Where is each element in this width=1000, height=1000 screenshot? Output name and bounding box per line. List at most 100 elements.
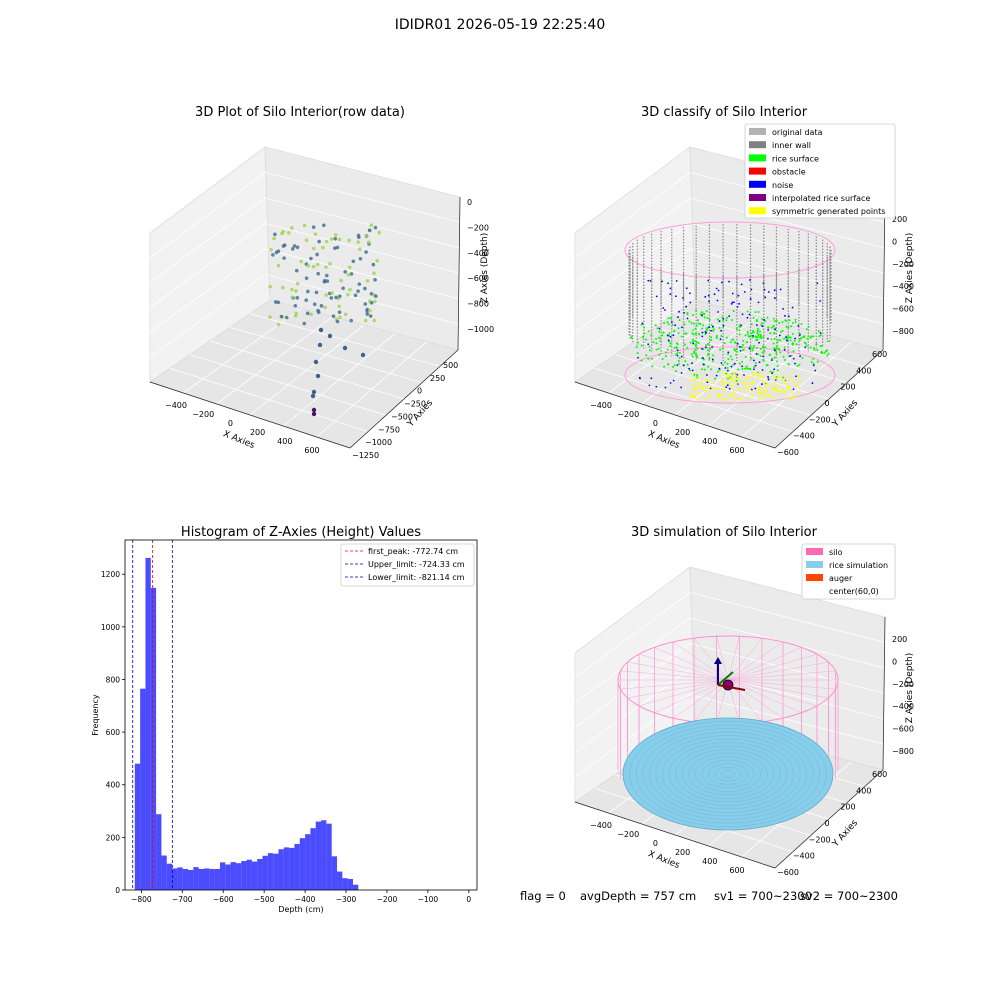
rice-surface-point xyxy=(708,357,711,360)
noise-point xyxy=(676,354,679,357)
rice-surface-point xyxy=(686,346,689,349)
raw-point xyxy=(328,261,332,266)
z-tick-label: −200 xyxy=(892,680,914,689)
x-tick-label: −200 xyxy=(192,410,214,419)
noise-point xyxy=(688,367,690,370)
footer-sv1: sv1 = 700~2300 xyxy=(714,889,812,903)
symmetric-point xyxy=(692,394,695,397)
noise-point xyxy=(658,327,661,330)
silo-wire xyxy=(727,653,818,681)
noise-point xyxy=(819,332,822,334)
rice-surface-point xyxy=(649,349,652,352)
grid-line xyxy=(574,643,691,728)
rice-surface-point xyxy=(819,334,822,337)
symmetric-point xyxy=(725,397,728,400)
rice-surface-point xyxy=(664,355,667,358)
raw-point xyxy=(268,315,272,319)
histogram-bar xyxy=(337,871,343,890)
noise-point xyxy=(706,374,708,376)
symmetric-point xyxy=(743,382,746,385)
symmetric-point xyxy=(767,393,770,396)
symmetric-point xyxy=(752,379,755,382)
plot-frame xyxy=(124,539,478,891)
noise-point xyxy=(701,335,704,338)
x-tick-label: −500 xyxy=(254,895,275,904)
rice-surface-point xyxy=(710,323,713,326)
rice-surface-point xyxy=(735,348,738,351)
legend-label: original data xyxy=(772,128,823,137)
rice-surface-point xyxy=(696,376,699,379)
legend-histogram: first_peak: -772.74 cm Upper_limit: -724.… xyxy=(340,543,475,587)
histogram-bar xyxy=(140,688,146,890)
rice-mesh xyxy=(649,731,807,817)
symmetric-point xyxy=(773,381,776,384)
noise-point xyxy=(763,318,766,321)
noise-point xyxy=(683,311,685,314)
noise-point xyxy=(811,382,814,384)
symmetric-point xyxy=(708,380,711,383)
rice-surface-point xyxy=(694,348,697,351)
raw-point xyxy=(373,225,378,230)
legend-swatch xyxy=(749,194,766,201)
noise-point xyxy=(674,295,677,298)
symmetric-point xyxy=(692,383,695,386)
rice-surface-point xyxy=(775,352,778,355)
raw-point xyxy=(349,318,353,323)
z-tick-label: 200 xyxy=(892,635,907,644)
raw-point xyxy=(294,289,298,293)
silo-wire xyxy=(727,679,836,690)
rice-surface-point xyxy=(712,360,715,363)
rice-surface-point xyxy=(761,346,764,349)
noise-point xyxy=(680,386,682,389)
noise-point xyxy=(797,324,800,327)
raw-point xyxy=(313,232,318,236)
rice-surface-point xyxy=(805,344,808,347)
raw-point xyxy=(346,293,350,297)
noise-point xyxy=(666,334,669,337)
noise-point xyxy=(730,302,733,305)
rice-surface-point xyxy=(695,324,698,327)
rice-surface-point xyxy=(752,347,755,350)
histogram-bar xyxy=(193,867,199,890)
symmetric-point xyxy=(790,397,793,400)
rice-surface-point xyxy=(798,363,801,366)
noise-point xyxy=(762,355,765,358)
rice-surface-point xyxy=(816,360,819,363)
rice-surface-point xyxy=(696,356,699,359)
x-tick-label: −200 xyxy=(617,830,639,839)
rice-surface-point xyxy=(677,332,680,335)
rice-surface-point xyxy=(790,354,793,357)
noise-point xyxy=(667,339,670,342)
symmetric-point xyxy=(783,392,786,395)
x-axis-line xyxy=(574,381,776,449)
y-tick-label: 0 xyxy=(417,387,422,396)
raw-point xyxy=(290,287,294,292)
rice-surface-point xyxy=(805,328,808,331)
rice-surface-point xyxy=(738,325,741,328)
noise-point xyxy=(761,325,764,328)
noise-point xyxy=(736,305,739,308)
raw-point xyxy=(343,312,348,317)
noise-point xyxy=(785,336,787,339)
noise-point xyxy=(678,310,681,313)
rice-surface-point xyxy=(752,331,755,334)
rice-surface-point xyxy=(746,333,749,336)
rice-surface-point xyxy=(785,325,788,328)
symmetric-point xyxy=(723,398,726,401)
histogram-bar xyxy=(209,868,215,890)
legend-swatch xyxy=(806,548,823,555)
symmetric-point xyxy=(735,383,738,386)
symmetric-point xyxy=(705,390,708,393)
symmetric-point xyxy=(798,380,801,383)
rice-surface-point xyxy=(726,366,729,369)
rice-surface-point xyxy=(695,341,698,344)
raw-point xyxy=(273,232,277,237)
rice-surface-point xyxy=(702,312,705,315)
noise-point xyxy=(736,373,739,376)
noise-point xyxy=(682,297,684,299)
raw-point xyxy=(324,293,328,297)
rice-surface-point xyxy=(826,354,829,357)
rice-surface-point xyxy=(800,323,803,326)
noise-point xyxy=(794,362,796,365)
rice-surface-point xyxy=(693,373,696,376)
